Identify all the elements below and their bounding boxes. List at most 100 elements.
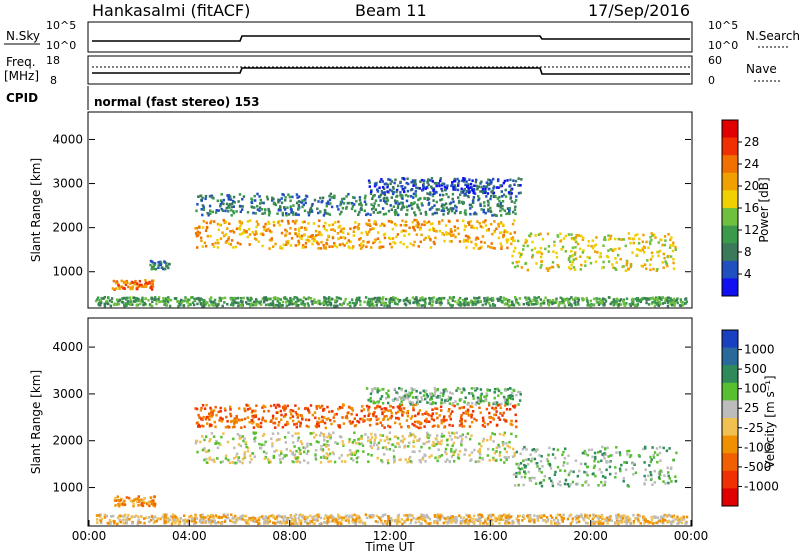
heatmap-cell: [676, 518, 678, 521]
heatmap-cell: [479, 222, 481, 225]
heatmap-cell: [557, 466, 559, 469]
heatmap-cell: [599, 450, 601, 453]
heatmap-cell: [452, 207, 454, 210]
heatmap-cell: [272, 432, 274, 435]
heatmap-cell: [323, 416, 325, 419]
heatmap-cell: [516, 451, 518, 454]
heatmap-cell: [433, 241, 435, 244]
heatmap-cell: [428, 440, 430, 443]
heatmap-cell: [406, 209, 408, 212]
heatmap-cell: [548, 447, 550, 450]
heatmap-cell: [454, 236, 456, 239]
heatmap-cell: [172, 513, 174, 516]
heatmap-cell: [284, 196, 286, 199]
heatmap-cell: [328, 448, 330, 451]
heatmap-cell: [440, 440, 442, 443]
heatmap-cell: [286, 206, 288, 209]
heatmap-cell: [408, 458, 410, 461]
heatmap-cell: [292, 415, 294, 418]
heatmap-cell: [468, 392, 470, 395]
heatmap-cell: [514, 206, 516, 209]
heatmap-cell: [430, 186, 432, 189]
heatmap-cell: [419, 392, 421, 395]
heatmap-cell: [533, 448, 535, 451]
heatmap-cell: [531, 303, 533, 306]
heatmap-cell: [453, 460, 455, 463]
heatmap-cell: [480, 181, 482, 184]
heatmap-cell: [536, 462, 538, 465]
heatmap-cell: [340, 436, 342, 439]
heatmap-cell: [346, 242, 348, 245]
heatmap-cell: [398, 446, 400, 449]
heatmap-cell: [311, 235, 313, 238]
heatmap-cell: [420, 234, 422, 237]
heatmap-cell: [461, 418, 463, 421]
heatmap-cell: [209, 235, 211, 238]
heatmap-cell: [243, 297, 245, 300]
heatmap-cell: [423, 453, 425, 456]
heatmap-cell: [382, 434, 384, 437]
heatmap-cell: [570, 264, 572, 267]
heatmap-cell: [226, 203, 228, 206]
heatmap-cell: [280, 410, 282, 413]
heatmap-cell: [520, 178, 522, 181]
heatmap-cell: [487, 208, 489, 211]
heatmap-cell: [667, 471, 669, 474]
heatmap-cell: [664, 235, 666, 238]
heatmap-cell: [594, 250, 596, 253]
heatmap-cell: [316, 421, 318, 424]
heatmap-cell: [377, 211, 379, 214]
heatmap-cell: [220, 407, 222, 410]
heatmap-cell: [341, 406, 343, 409]
heatmap-cell: [205, 520, 207, 523]
heatmap-cell: [540, 304, 542, 307]
heatmap-cell: [285, 241, 287, 244]
heatmap-cell: [393, 205, 395, 208]
heatmap-cell: [226, 227, 228, 230]
heatmap-cell: [195, 210, 197, 213]
heatmap-cell: [374, 387, 376, 390]
heatmap-cell: [512, 239, 514, 242]
heatmap-cell: [649, 456, 651, 459]
heatmap-cell: [217, 447, 219, 450]
heatmap-cell: [490, 211, 492, 214]
heatmap-cell: [367, 241, 369, 244]
heatmap-cell: [536, 448, 538, 451]
heatmap-cell: [221, 193, 223, 196]
heatmap-cell: [266, 196, 268, 199]
heatmap-cell: [239, 225, 241, 228]
heatmap-cell: [639, 250, 641, 253]
heatmap-cell: [152, 499, 154, 502]
heatmap-cell: [364, 415, 366, 418]
heatmap-cell: [573, 266, 575, 269]
heatmap-cell: [287, 220, 289, 223]
heatmap-cell: [657, 299, 659, 302]
heatmap-cell: [205, 458, 207, 461]
heatmap-cell: [307, 522, 309, 525]
heatmap-cell: [376, 304, 378, 307]
heatmap-cell: [552, 299, 554, 302]
heatmap-cell: [295, 233, 297, 236]
heatmap-cell: [436, 201, 438, 204]
heatmap-cell: [489, 459, 491, 462]
heatmap-cell: [209, 205, 211, 208]
heatmap-cell: [644, 297, 646, 300]
heatmap-cell: [195, 232, 197, 235]
heatmap-cell: [449, 304, 451, 307]
nave-tick-bottom: 0: [708, 74, 715, 87]
heatmap-cell: [154, 503, 156, 506]
heatmap-cell: [624, 304, 626, 307]
heatmap-cell: [241, 221, 243, 224]
heatmap-cell: [467, 240, 469, 243]
heatmap-cell: [251, 419, 253, 422]
heatmap-cell: [412, 396, 414, 399]
heatmap-cell: [482, 419, 484, 422]
heatmap-cell: [306, 452, 308, 455]
heatmap-cell: [601, 514, 603, 517]
heatmap-cell: [487, 192, 489, 195]
heatmap-cell: [411, 188, 413, 191]
heatmap-cell: [348, 441, 350, 444]
heatmap-cell: [587, 244, 589, 247]
heatmap-cell: [291, 196, 293, 199]
heatmap-cell: [436, 298, 438, 301]
